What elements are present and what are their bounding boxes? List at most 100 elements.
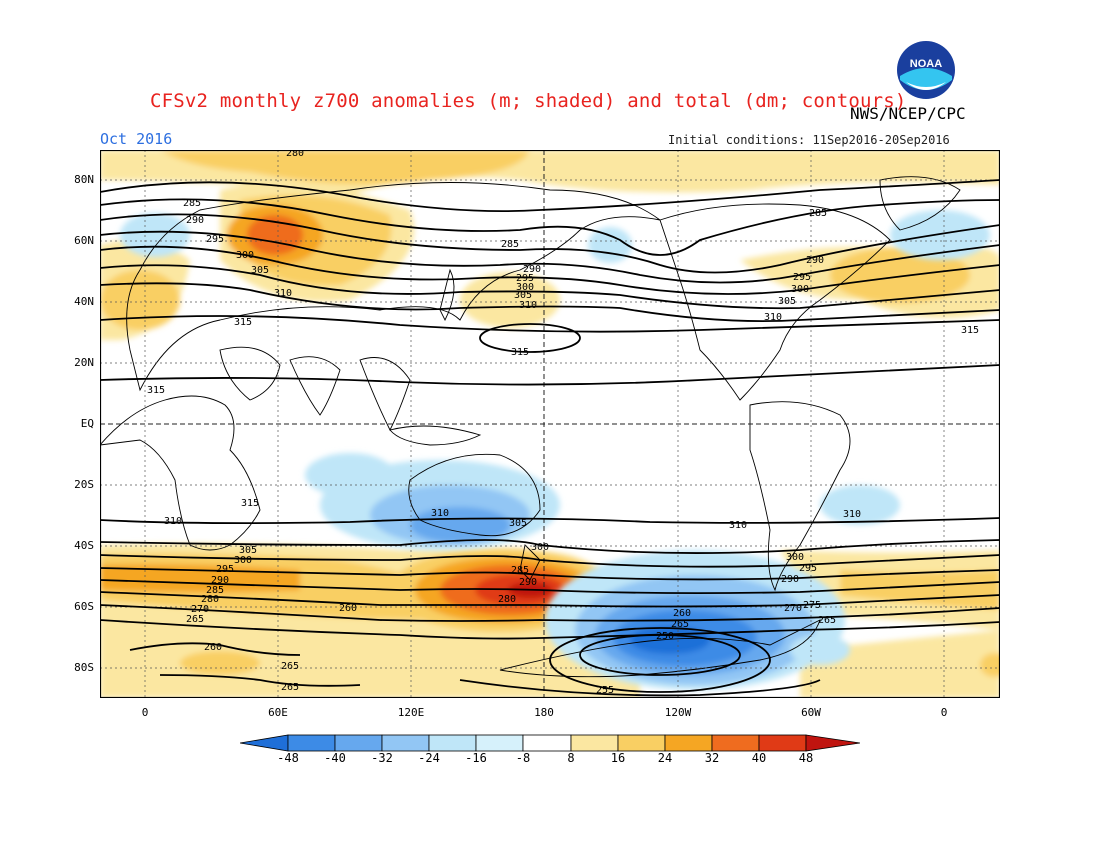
- colorbar-swatch: [570, 734, 619, 752]
- colorbar-label: 32: [704, 751, 720, 765]
- contour-label: 285: [183, 198, 201, 209]
- colorbar-label: -48: [277, 751, 299, 765]
- colorbar-swatch: [475, 734, 524, 752]
- contour-label: 300: [791, 284, 809, 295]
- contour-label: 300: [786, 552, 804, 563]
- main-axes: [100, 150, 1000, 698]
- colorbar-label: 48: [798, 751, 814, 765]
- contour-label: 280: [286, 150, 304, 159]
- contour-label: 310: [729, 520, 747, 531]
- contour-label: 290: [519, 577, 537, 588]
- contour-label: 290: [781, 574, 799, 585]
- contour-label: 295: [799, 563, 817, 574]
- contour-label: 265: [281, 661, 299, 672]
- lat-label: 40N: [74, 295, 94, 308]
- contour-label: 265: [281, 682, 299, 693]
- contour-label: 305: [239, 545, 257, 556]
- contour-label: 295: [793, 272, 811, 283]
- contour-label: 290: [186, 215, 204, 226]
- colorbar-swatch: [522, 734, 572, 752]
- contour-label: 270: [191, 604, 209, 615]
- z700-anomaly-map: 280 285 290 295 300 305 310 315 315 315 …: [100, 150, 1000, 698]
- colorbar-swatch: [287, 734, 336, 752]
- noaa-logo-text: NOAA: [910, 58, 942, 70]
- contour-label: 310: [519, 300, 537, 311]
- coastlines: [100, 176, 961, 678]
- lat-label: 60N: [74, 234, 94, 247]
- contour-label: 300: [236, 250, 254, 261]
- colorbar-label: 40: [751, 751, 767, 765]
- contour-label: 300: [516, 282, 534, 293]
- lon-label: 0: [141, 706, 149, 719]
- colorbar-left-arrow: [240, 734, 289, 752]
- contour-label: 315: [147, 385, 165, 396]
- initial-conditions-label: Initial conditions: 11Sep2016-20Sep2016: [668, 133, 950, 147]
- lat-label: 80S: [74, 661, 94, 674]
- lon-label: 120W: [664, 706, 692, 719]
- colorbar-swatch: [664, 734, 713, 752]
- agency-label: NWS/NCEP/CPC: [850, 104, 966, 123]
- contour-label: 290: [806, 255, 824, 266]
- colorbar-right-arrow: [805, 734, 860, 752]
- lon-label: 0: [940, 706, 948, 719]
- contour-label: 260: [204, 642, 222, 653]
- colorbar: [240, 734, 860, 752]
- contour-label: 255: [596, 685, 614, 696]
- contour-label: 295: [516, 273, 534, 284]
- contour-label: 315: [234, 317, 252, 328]
- colorbar-swatch: [711, 734, 760, 752]
- contour-label: 310: [431, 508, 449, 519]
- lon-label: 60W: [801, 706, 821, 719]
- contour-label: 265: [818, 615, 836, 626]
- month-label: Oct 2016: [100, 130, 173, 148]
- contour-label: 260: [673, 608, 691, 619]
- contour-label: 280: [201, 594, 219, 605]
- height-contours: [100, 179, 1000, 697]
- contour-label: 285: [501, 239, 519, 250]
- lat-label: 80N: [74, 173, 94, 186]
- contour-label: 300: [531, 542, 549, 553]
- colorbar-label: 16: [610, 751, 626, 765]
- contour-label: 285: [206, 585, 224, 596]
- contour-label: 305: [778, 296, 796, 307]
- contour-label: 250: [656, 631, 674, 642]
- contour-label: 305: [251, 265, 269, 276]
- lat-label: 20N: [74, 356, 94, 369]
- contour-label: 265: [671, 619, 689, 630]
- contour-label: 305: [514, 290, 532, 301]
- colorbar-label: 24: [657, 751, 673, 765]
- lon-label: 60E: [268, 706, 288, 719]
- colorbar-label: -40: [324, 751, 346, 765]
- contour-label: 310: [843, 509, 861, 520]
- noaa-logo: NOAA: [897, 41, 955, 99]
- colorbar-swatch: [334, 734, 383, 752]
- colorbar-label: 8: [567, 751, 575, 765]
- contour-label: 270: [784, 603, 802, 614]
- colorbar-label: -24: [418, 751, 440, 765]
- contour-label: 310: [274, 288, 292, 299]
- contour-label: 275: [803, 600, 821, 611]
- contour-label: 315: [961, 325, 979, 336]
- colorbar-swatch: [758, 734, 807, 752]
- colorbar-swatch: [428, 734, 477, 752]
- lat-label: 40S: [74, 539, 94, 552]
- contour-label: 290: [523, 264, 541, 275]
- lon-label: 180: [534, 706, 554, 719]
- colorbar-label: -32: [371, 751, 393, 765]
- colorbar-swatch: [617, 734, 666, 752]
- contour-label: 315: [511, 347, 529, 358]
- lat-label: 60S: [74, 600, 94, 613]
- colorbar-label: -16: [465, 751, 487, 765]
- contour-label: 290: [211, 575, 229, 586]
- contour-label: 300: [234, 555, 252, 566]
- contour-label: 295: [206, 234, 224, 245]
- contour-label: 285: [809, 208, 827, 219]
- contour-label: 310: [764, 312, 782, 323]
- chart-title: CFSv2 monthly z700 anomalies (m; shaded)…: [150, 90, 907, 112]
- lat-label: 20S: [74, 478, 94, 491]
- contour-label: 295: [216, 564, 234, 575]
- contour-label: 305: [509, 518, 527, 529]
- lon-label: 120E: [397, 706, 425, 719]
- contour-label: 285: [511, 565, 529, 576]
- contour-label: 280: [498, 594, 516, 605]
